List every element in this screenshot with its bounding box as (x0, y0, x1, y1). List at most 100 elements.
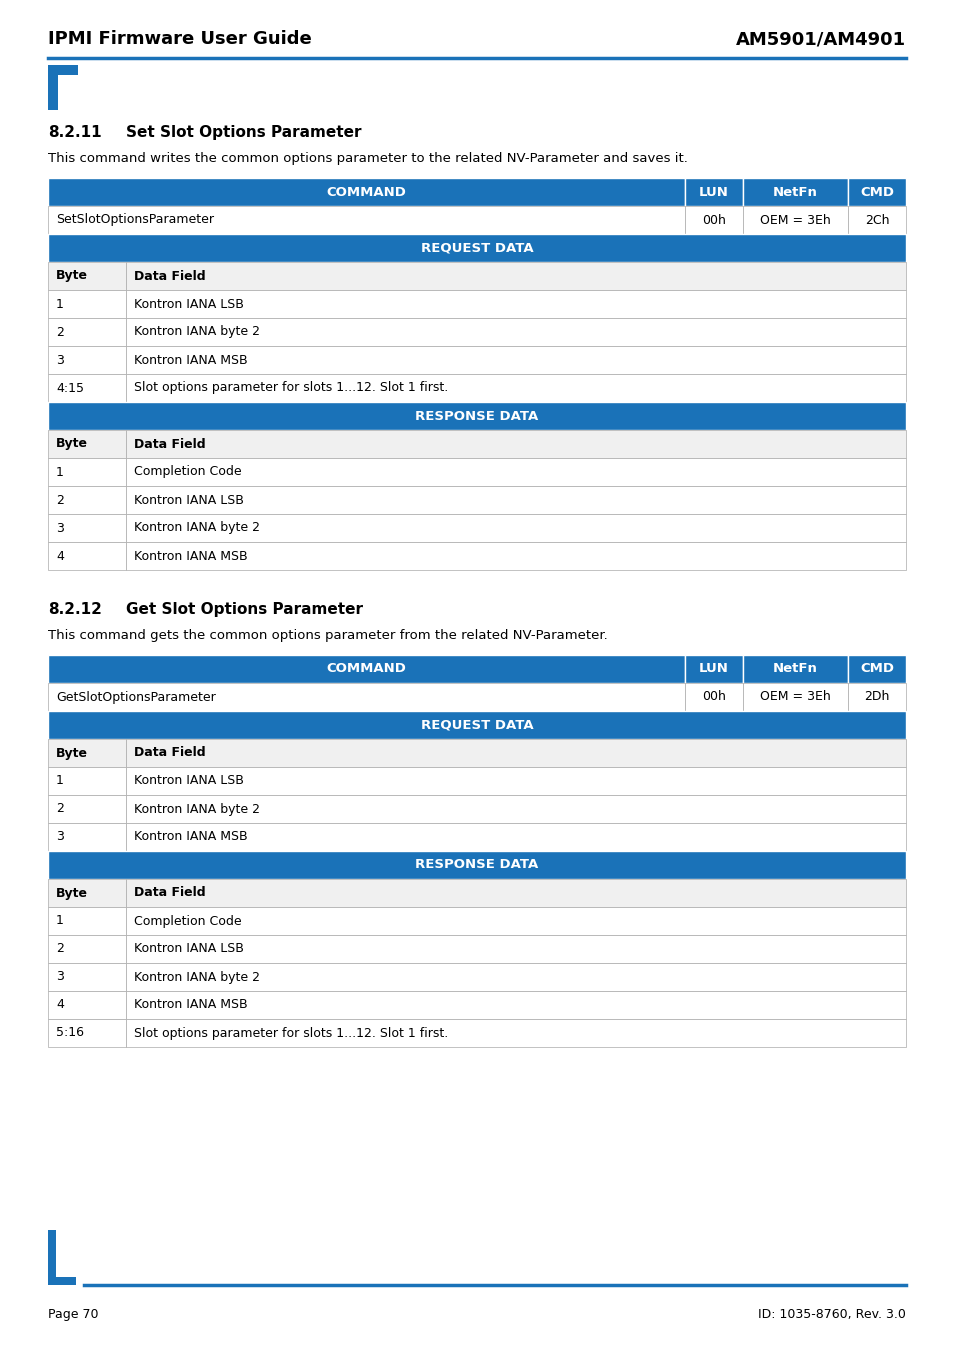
Bar (48, 458, 126, 486)
Bar (742, 178, 847, 207)
Bar (48, 767, 126, 795)
Text: 2Dh: 2Dh (863, 690, 889, 703)
Text: Kontron IANA byte 2: Kontron IANA byte 2 (133, 802, 260, 815)
Text: Set Slot Options Parameter: Set Slot Options Parameter (126, 126, 361, 140)
Text: 3: 3 (56, 971, 64, 984)
Text: 1: 1 (56, 466, 64, 478)
Bar (48, 963, 126, 991)
Text: AM5901/AM4901: AM5901/AM4901 (735, 30, 905, 49)
Bar (48, 431, 126, 458)
Text: Completion Code: Completion Code (133, 466, 241, 478)
Text: IPMI Firmware User Guide: IPMI Firmware User Guide (48, 30, 312, 49)
Bar (48, 824, 126, 850)
Bar (48, 262, 126, 290)
Text: LUN: LUN (699, 185, 728, 198)
Bar (126, 319, 905, 346)
Text: 1: 1 (56, 914, 64, 927)
Bar (48, 738, 126, 767)
Text: COMMAND: COMMAND (326, 663, 406, 675)
Bar (126, 431, 905, 458)
Bar (126, 991, 905, 1019)
Bar (126, 514, 905, 541)
Text: Byte: Byte (56, 270, 88, 282)
Text: Data Field: Data Field (133, 437, 206, 451)
Bar (48, 1230, 56, 1285)
Text: Kontron IANA MSB: Kontron IANA MSB (133, 354, 248, 366)
Bar (684, 178, 742, 207)
Bar (126, 486, 905, 514)
Bar (48, 936, 126, 963)
Text: Slot options parameter for slots 1...12. Slot 1 first.: Slot options parameter for slots 1...12.… (133, 1026, 448, 1040)
Text: CMD: CMD (859, 185, 893, 198)
Bar (48, 346, 126, 374)
Bar (847, 207, 905, 234)
Text: 4: 4 (56, 549, 64, 563)
Bar (126, 458, 905, 486)
Text: Kontron IANA byte 2: Kontron IANA byte 2 (133, 521, 260, 535)
Text: Kontron IANA byte 2: Kontron IANA byte 2 (133, 971, 260, 984)
Bar (48, 879, 126, 907)
Text: 2: 2 (56, 494, 64, 506)
Text: 2: 2 (56, 325, 64, 339)
Bar (742, 683, 847, 711)
Text: This command gets the common options parameter from the related NV-Parameter.: This command gets the common options par… (48, 629, 607, 643)
Text: Page 70: Page 70 (48, 1308, 98, 1322)
Text: Slot options parameter for slots 1...12. Slot 1 first.: Slot options parameter for slots 1...12.… (133, 382, 448, 394)
Bar (126, 963, 905, 991)
Bar (48, 290, 126, 319)
Bar (48, 991, 126, 1019)
Text: Kontron IANA LSB: Kontron IANA LSB (133, 942, 244, 956)
Text: 4:15: 4:15 (56, 382, 84, 394)
Bar (126, 290, 905, 319)
Bar (126, 262, 905, 290)
Bar (847, 178, 905, 207)
Text: Byte: Byte (56, 747, 88, 760)
Bar (126, 1019, 905, 1048)
Bar (48, 374, 126, 402)
Bar (48, 319, 126, 346)
Text: 2: 2 (56, 802, 64, 815)
Bar (48, 907, 126, 936)
Bar (126, 767, 905, 795)
Bar (847, 683, 905, 711)
Text: COMMAND: COMMAND (326, 185, 406, 198)
Bar (126, 738, 905, 767)
Text: Data Field: Data Field (133, 270, 206, 282)
Text: 2: 2 (56, 942, 64, 956)
Text: 00h: 00h (701, 690, 725, 703)
Text: This command writes the common options parameter to the related NV-Parameter and: This command writes the common options p… (48, 153, 687, 165)
Text: 3: 3 (56, 830, 64, 844)
Text: NetFn: NetFn (772, 663, 817, 675)
Text: RESPONSE DATA: RESPONSE DATA (415, 859, 538, 872)
Bar (126, 824, 905, 850)
Bar (48, 711, 905, 738)
Bar (126, 795, 905, 824)
Text: LUN: LUN (699, 663, 728, 675)
Bar (847, 655, 905, 683)
Bar (126, 936, 905, 963)
Text: SetSlotOptionsParameter: SetSlotOptionsParameter (56, 213, 213, 227)
Bar (48, 850, 905, 879)
Bar (126, 907, 905, 936)
Bar (48, 402, 905, 431)
Text: REQUEST DATA: REQUEST DATA (420, 242, 533, 255)
Text: 1: 1 (56, 775, 64, 787)
Bar (48, 514, 126, 541)
Text: Kontron IANA LSB: Kontron IANA LSB (133, 297, 244, 310)
Bar (48, 234, 905, 262)
Bar (48, 178, 684, 207)
Bar (48, 207, 684, 234)
Text: 5:16: 5:16 (56, 1026, 84, 1040)
Bar (48, 1277, 76, 1285)
Bar (126, 346, 905, 374)
Text: ID: 1035-8760, Rev. 3.0: ID: 1035-8760, Rev. 3.0 (758, 1308, 905, 1322)
Text: Completion Code: Completion Code (133, 914, 241, 927)
Bar (742, 207, 847, 234)
Bar (684, 683, 742, 711)
Text: GetSlotOptionsParameter: GetSlotOptionsParameter (56, 690, 215, 703)
Text: 00h: 00h (701, 213, 725, 227)
Text: REQUEST DATA: REQUEST DATA (420, 718, 533, 732)
Text: Kontron IANA MSB: Kontron IANA MSB (133, 830, 248, 844)
Bar (48, 541, 126, 570)
Text: Byte: Byte (56, 437, 88, 451)
